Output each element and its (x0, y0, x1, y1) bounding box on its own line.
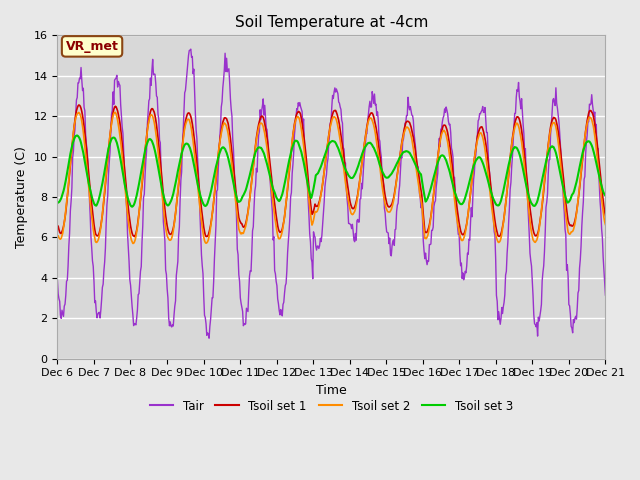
Tsoil set 2 (120, 180, 128, 185)
Tsoil set 1 (54, 223, 61, 228)
Tsoil set 2 (415, 189, 423, 194)
Tsoil set 3 (120, 180, 128, 186)
Tsoil set 3 (74, 132, 81, 138)
Line: Tsoil set 3: Tsoil set 3 (58, 135, 605, 207)
Tsoil set 3 (63, 169, 71, 175)
Line: Tair: Tair (58, 49, 605, 338)
Text: VR_met: VR_met (66, 40, 118, 53)
Tsoil set 1 (399, 131, 407, 136)
Tsoil set 2 (54, 233, 61, 239)
Tsoil set 1 (131, 234, 138, 240)
Tsoil set 3 (415, 169, 423, 175)
Tsoil set 2 (63, 193, 71, 199)
Line: Tsoil set 2: Tsoil set 2 (58, 112, 605, 243)
Tsoil set 1 (177, 158, 185, 164)
Tsoil set 1 (120, 165, 128, 171)
Tsoil set 3 (177, 154, 185, 160)
Tair (120, 148, 127, 154)
Tsoil set 2 (111, 109, 119, 115)
Tsoil set 2 (129, 240, 137, 246)
Tair (205, 336, 213, 341)
Tair (206, 324, 214, 329)
Title: Soil Temperature at -4cm: Soil Temperature at -4cm (235, 15, 428, 30)
Tsoil set 1 (63, 195, 71, 201)
Tair (63, 277, 71, 283)
Tair (54, 277, 61, 283)
Line: Tsoil set 1: Tsoil set 1 (58, 105, 605, 237)
Tsoil set 1 (415, 178, 423, 183)
Tsoil set 3 (399, 149, 407, 155)
Tsoil set 3 (128, 204, 136, 210)
Tsoil set 2 (602, 222, 609, 228)
Tsoil set 3 (602, 193, 609, 199)
Tair (415, 191, 423, 196)
Tsoil set 1 (602, 213, 609, 218)
Tsoil set 1 (75, 102, 83, 108)
Y-axis label: Temperature (C): Temperature (C) (15, 146, 28, 248)
Tsoil set 3 (206, 193, 214, 199)
Tair (602, 292, 609, 298)
X-axis label: Time: Time (316, 384, 347, 397)
Tsoil set 1 (206, 226, 214, 232)
Tsoil set 2 (399, 132, 407, 138)
Tair (175, 224, 183, 229)
Tair (187, 46, 195, 52)
Legend: Tair, Tsoil set 1, Tsoil set 2, Tsoil set 3: Tair, Tsoil set 1, Tsoil set 2, Tsoil se… (145, 395, 518, 417)
Tsoil set 2 (206, 230, 214, 236)
Tair (399, 136, 407, 142)
Tsoil set 3 (54, 200, 61, 206)
Tsoil set 2 (177, 157, 185, 163)
